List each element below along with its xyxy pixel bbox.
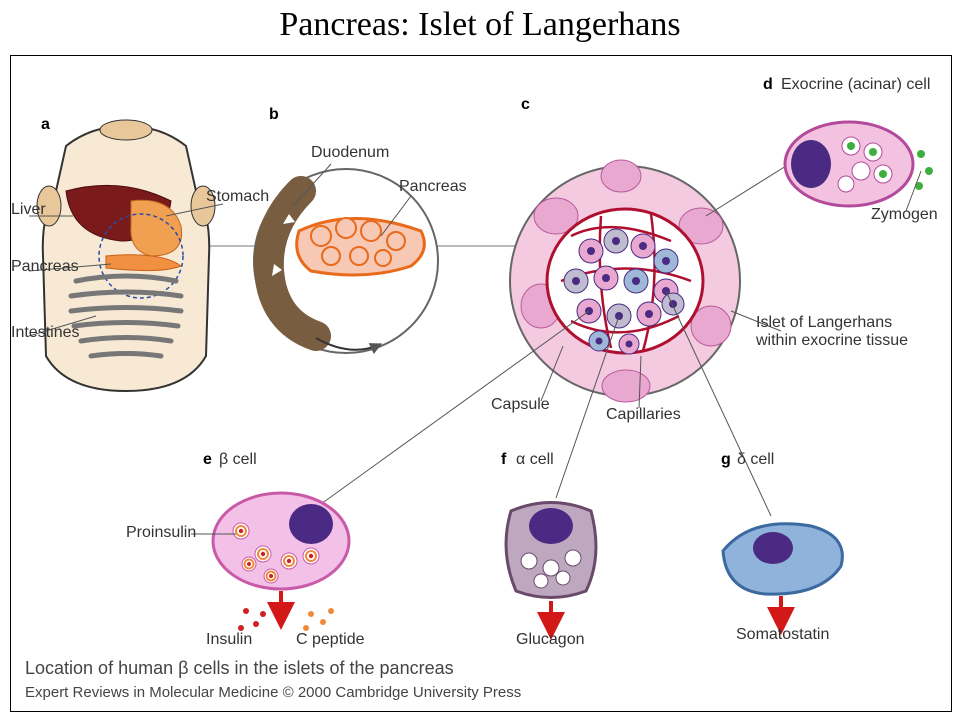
- label-intestines: Intestines: [11, 324, 79, 342]
- label-acinar: Exocrine (acinar) cell: [781, 76, 930, 94]
- panel-b-letter: b: [269, 106, 279, 124]
- label-duodenum: Duodenum: [311, 144, 389, 162]
- page-title: Pancreas: Islet of Langerhans: [0, 0, 960, 46]
- panel-a: [29, 120, 223, 391]
- label-capsule: Capsule: [491, 396, 550, 414]
- label-beta: β cell: [219, 451, 257, 469]
- panel-f: [506, 503, 596, 627]
- panel-f-letter: f: [501, 451, 506, 469]
- label-capillaries: Capillaries: [606, 406, 681, 424]
- label-somatostatin: Somatostatin: [736, 626, 829, 644]
- label-proinsulin: Proinsulin: [126, 524, 196, 542]
- label-islet: Islet of Langerhans within exocrine tiss…: [756, 314, 936, 350]
- label-cpeptide: C peptide: [296, 631, 365, 649]
- label-delta: δ cell: [737, 451, 774, 469]
- panel-d: [785, 122, 933, 211]
- label-zymogen: Zymogen: [871, 206, 938, 224]
- label-liver: Liver: [11, 201, 46, 219]
- panel-e: [191, 493, 349, 631]
- label-pancreas-a: Pancreas: [11, 258, 81, 276]
- label-pancreas-b: Pancreas: [399, 178, 467, 196]
- panel-g: [723, 524, 842, 621]
- panel-g-letter: g: [721, 451, 731, 469]
- label-stomach: Stomach: [206, 188, 269, 206]
- diagram-frame: a Liver Stomach Pancreas Intestines b Du…: [10, 55, 952, 712]
- caption-text: Location of human β cells in the islets …: [25, 658, 454, 679]
- label-insulin: Insulin: [206, 631, 252, 649]
- panel-d-letter: d: [763, 76, 773, 94]
- panel-a-letter: a: [41, 116, 50, 134]
- source-line: Expert Reviews in Molecular Medicine © 2…: [25, 684, 521, 701]
- label-alpha: α cell: [516, 451, 554, 469]
- label-glucagon: Glucagon: [516, 631, 585, 649]
- panel-e-letter: e: [203, 451, 212, 469]
- panel-c-letter: c: [521, 96, 530, 114]
- diagram-svg: [11, 56, 951, 711]
